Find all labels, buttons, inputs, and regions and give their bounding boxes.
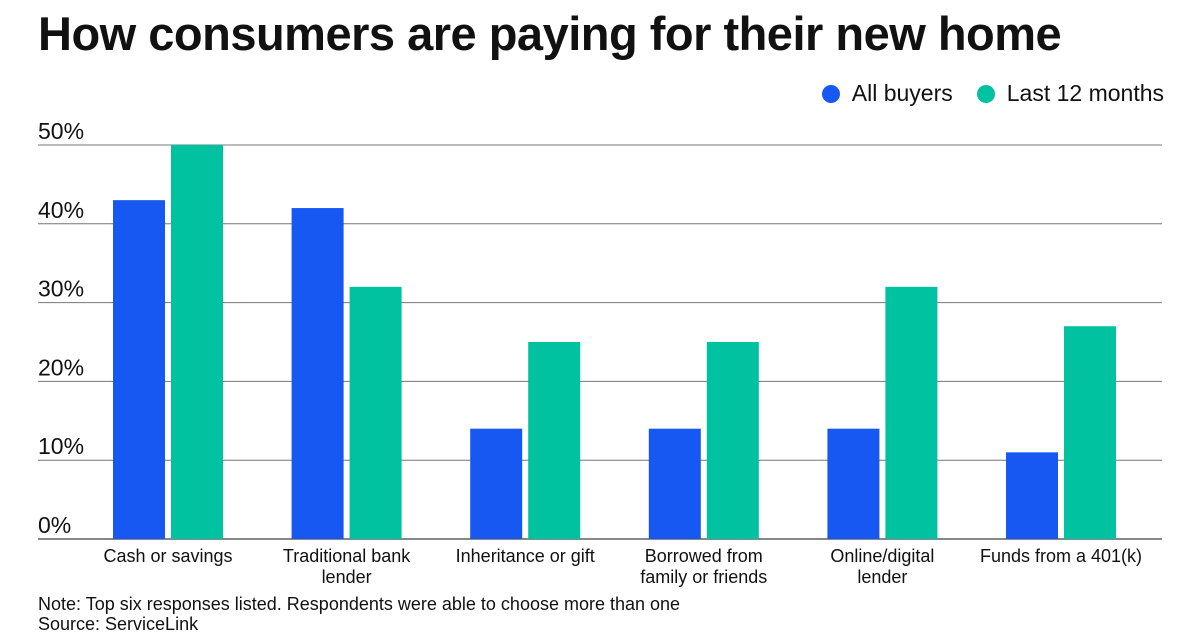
legend: All buyers Last 12 months [821, 80, 1164, 107]
x-tick-label: Traditional bank [283, 546, 411, 566]
x-tick-label: family or friends [640, 567, 767, 587]
bar-last-12-months [171, 145, 223, 539]
legend-label: Last 12 months [1006, 80, 1164, 106]
chart-title: How consumers are paying for their new h… [38, 7, 1062, 60]
bar-last-12-months [885, 286, 938, 539]
x-tick-label: Inheritance or gift [456, 546, 595, 566]
bar-last-12-months [1064, 326, 1116, 539]
x-tick-label: Online/digital [830, 546, 934, 566]
x-tick-label: Cash or savings [103, 546, 232, 566]
y-tick-label: 0% [38, 512, 71, 538]
bar-all-buyers [291, 208, 344, 540]
bar-all-buyers [470, 428, 523, 539]
legend-swatch [976, 84, 995, 103]
legend-item-all-buyers: All buyers [821, 80, 953, 107]
y-tick-label: 30% [38, 276, 84, 302]
x-tick-label: lender [857, 567, 907, 587]
y-tick-label: 10% [38, 433, 84, 459]
bar-last-12-months [349, 286, 402, 539]
bar-all-buyers [113, 200, 165, 539]
bar-last-12-months [706, 342, 759, 539]
bar-all-buyers [648, 428, 701, 539]
y-tick-label: 50% [38, 118, 84, 144]
legend-swatch [821, 84, 840, 103]
x-tick-label: lender [322, 567, 372, 587]
bar-all-buyers [827, 428, 880, 539]
y-tick-label: 40% [38, 197, 84, 223]
y-tick-label: 20% [38, 354, 84, 380]
bar-all-buyers [1006, 452, 1058, 539]
bar-last-12-months [528, 342, 581, 539]
x-tick-label: Borrowed from [645, 546, 763, 566]
source: Source: ServiceLink [38, 614, 199, 634]
legend-label: All buyers [851, 80, 953, 106]
footnote: Note: Top six responses listed. Responde… [38, 594, 681, 614]
x-tick-label: Funds from a 401(k) [980, 546, 1142, 566]
legend-item-last-12-months: Last 12 months [976, 80, 1164, 107]
